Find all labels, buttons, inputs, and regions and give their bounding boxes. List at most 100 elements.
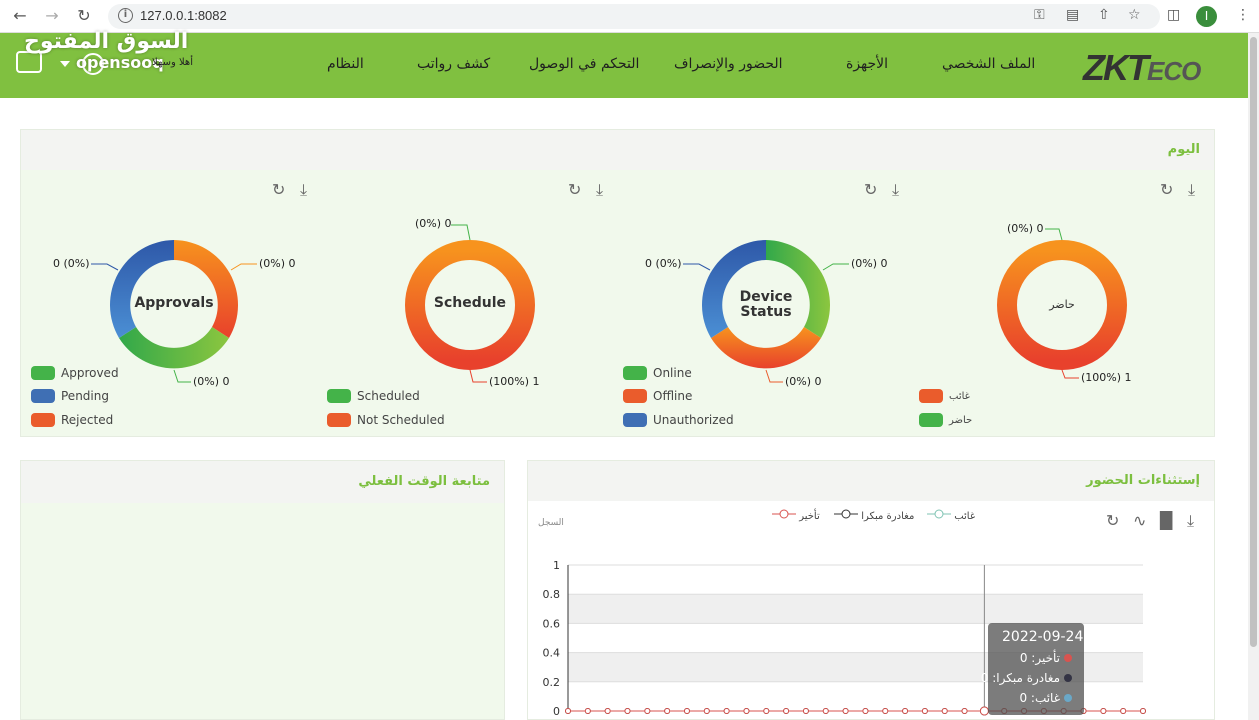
menu-system[interactable]: النظام (327, 56, 364, 72)
bar-chart-icon[interactable]: █ (1160, 511, 1173, 530)
refresh-icon[interactable]: ↻ (568, 180, 582, 199)
data-point[interactable] (1140, 708, 1146, 714)
scroll-thumb[interactable] (1250, 37, 1257, 647)
key-icon[interactable]: ⚿ (1034, 7, 1045, 23)
legend-online[interactable]: Online (623, 366, 692, 380)
data-point[interactable] (763, 708, 770, 714)
download-icon[interactable]: ⤓ (300, 180, 308, 199)
data-point[interactable] (624, 708, 631, 714)
exceptions-title: إستثناءات الحضور (1086, 473, 1200, 488)
share-icon[interactable]: ⇧ (1098, 7, 1110, 23)
schedule-donut[interactable] (405, 224, 535, 383)
data-point[interactable] (941, 708, 948, 714)
line-chart-icon[interactable]: ∿ (1133, 511, 1147, 530)
legend-item-late[interactable]: تأخير (772, 509, 820, 522)
exceptions-line-chart[interactable]: 0 0.2 0.4 0.6 0.8 1 (528, 461, 1216, 719)
tooltip-dot (1064, 694, 1072, 702)
legend-item-early-leave[interactable]: مغادرة مبكرا (834, 509, 914, 522)
refresh-icon[interactable]: ↻ (864, 180, 878, 199)
user-dropdown-caret-icon[interactable] (60, 61, 70, 67)
legend-scheduled[interactable]: Scheduled (327, 389, 420, 403)
chart-gridbands (568, 565, 1143, 711)
schedule-center-label: Schedule (433, 295, 507, 311)
download-icon[interactable]: ⤓ (892, 180, 900, 199)
exceptions-panel: إستثناءات الحضور تأخير مغادرة مبكرا غائب… (527, 460, 1215, 720)
schedule-label-bottom: (100%) 1 (489, 375, 540, 388)
menu-devices[interactable]: الأجهزة (846, 56, 889, 72)
y-tick-label: 0.4 (543, 647, 561, 660)
data-point[interactable] (921, 708, 928, 714)
data-point[interactable] (664, 708, 671, 714)
menu-dots-icon[interactable]: ⋮ (1236, 7, 1250, 23)
data-point[interactable] (882, 708, 889, 714)
legend-offline[interactable]: Offline (623, 389, 692, 403)
legend-rejected[interactable]: Rejected (31, 413, 113, 427)
data-point[interactable] (723, 708, 730, 714)
site-info-icon[interactable]: i (118, 8, 133, 23)
data-point[interactable] (783, 708, 790, 714)
reload-icon[interactable]: ↻ (77, 6, 91, 25)
forward-icon[interactable]: → (45, 6, 59, 25)
attendance-donut[interactable] (997, 228, 1127, 379)
legend-unauthorized[interactable]: Unauthorized (623, 413, 734, 427)
data-point[interactable] (842, 708, 849, 714)
download-icon[interactable]: ⤓ (596, 180, 604, 199)
legend-label: Scheduled (357, 389, 420, 403)
legend-present[interactable]: حاضر (919, 413, 972, 427)
legend-item-absent[interactable]: غائب (927, 509, 975, 522)
back-icon[interactable]: ← (13, 6, 27, 25)
menu-access-control[interactable]: التحكم في الوصول (529, 56, 640, 72)
data-point[interactable] (604, 708, 611, 714)
data-point[interactable] (1100, 708, 1107, 714)
device-status-center-label: Device Status (716, 290, 816, 320)
menu-profile[interactable]: الملف الشخصي (942, 56, 1036, 72)
data-point[interactable] (565, 708, 571, 714)
legend-approved[interactable]: Approved (31, 366, 119, 380)
y-axis-label: السجل (538, 518, 564, 528)
translate-icon[interactable]: ▤ (1066, 7, 1080, 23)
today-panel: اليوم ↻ ⤓ ↻ ⤓ ↻ ⤓ ↻ ⤓ (20, 129, 1215, 437)
data-point[interactable] (703, 708, 710, 714)
data-point[interactable] (644, 708, 651, 714)
data-point[interactable] (862, 708, 869, 714)
donut-charts (91, 224, 1127, 383)
chart-tooltip: 2022-09-24 تأخير: 0 مغادرة مبكرا: 0 غائب… (981, 623, 1084, 715)
data-point[interactable] (902, 708, 909, 714)
legend-label: Approved (61, 366, 119, 380)
tooltip-date: 2022-09-24 (1002, 629, 1084, 645)
device-status-donut[interactable] (683, 240, 849, 383)
bookmark-star-icon[interactable]: ☆ (1128, 7, 1141, 23)
data-point[interactable] (683, 708, 690, 714)
approvals-donut[interactable] (91, 240, 257, 383)
side-panel-icon[interactable]: ◫ (1167, 7, 1181, 23)
legend-label: تأخير (799, 511, 820, 522)
legend-pending[interactable]: Pending (31, 389, 109, 403)
refresh-icon[interactable]: ↻ (1160, 180, 1174, 199)
page-scrollbar[interactable] (1248, 33, 1259, 720)
exceptions-panel-header: إستثناءات الحضور (528, 461, 1214, 501)
profile-avatar[interactable]: I (1196, 6, 1217, 27)
menu-attendance[interactable]: الحضور والإنصراف (674, 56, 783, 72)
data-point[interactable] (743, 708, 750, 714)
legend-label: غائب (949, 390, 970, 402)
data-point[interactable] (961, 708, 968, 714)
data-point[interactable] (822, 708, 829, 714)
watermark-arabic: السوق المفتوح (24, 29, 189, 54)
download-icon[interactable]: ⤓ (1188, 180, 1196, 199)
legend-absent[interactable]: غائب (919, 389, 970, 403)
address-bar[interactable]: i 127.0.0.1:8082 (108, 4, 1160, 29)
zkteco-logo[interactable]: ZKTECO (1083, 47, 1201, 88)
download-icon[interactable]: ⤓ (1187, 511, 1195, 530)
refresh-icon[interactable]: ↻ (1106, 511, 1120, 530)
refresh-icon[interactable]: ↻ (272, 180, 286, 199)
data-point[interactable] (584, 708, 591, 714)
data-point[interactable] (802, 708, 809, 714)
legend-not-scheduled[interactable]: Not Scheduled (327, 413, 445, 427)
legend-marker-late (772, 509, 796, 519)
legend-swatch (623, 413, 647, 427)
device-status-line-1: Device (739, 289, 793, 305)
menu-payroll[interactable]: كشف رواتب (417, 56, 491, 72)
data-point[interactable] (1120, 708, 1127, 714)
device-slice-unauthorized (701, 240, 766, 338)
legend-label: Unauthorized (653, 413, 734, 427)
